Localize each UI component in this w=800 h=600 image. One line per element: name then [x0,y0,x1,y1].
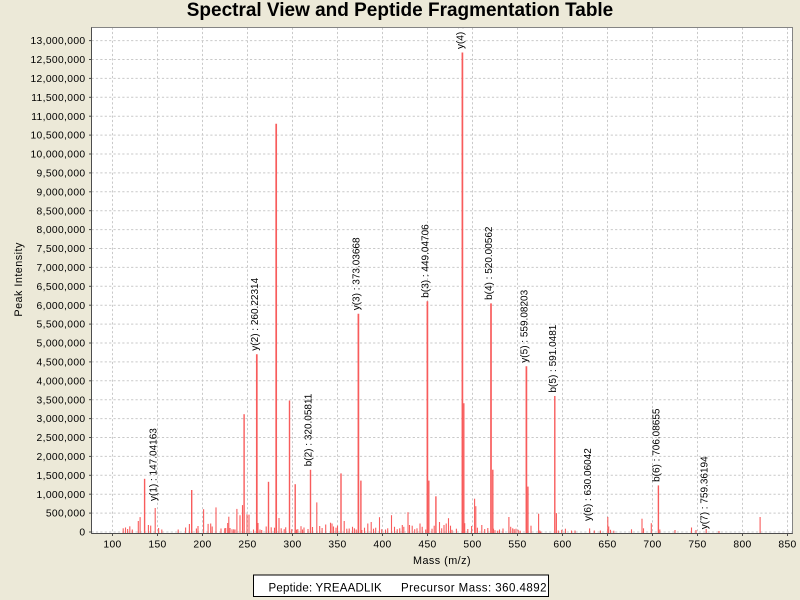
svg-text:b(3) : 449.04706: b(3) : 449.04706 [421,224,432,298]
svg-text:450: 450 [418,540,436,551]
svg-text:350: 350 [328,540,346,551]
svg-text:y(5) : 559.08203: y(5) : 559.08203 [520,289,531,362]
svg-text:Peak Intensity: Peak Intensity [13,242,25,317]
svg-text:750: 750 [688,540,706,551]
svg-text:2,000,000: 2,000,000 [37,452,86,463]
svg-text:Spectral View and Peptide Frag: Spectral View and Peptide Fragmentation … [187,0,614,21]
svg-text:y(4) : 488.21977: y(4) : 488.21977 [456,0,467,49]
svg-text:6,500,000: 6,500,000 [37,282,86,293]
svg-text:5,500,000: 5,500,000 [37,320,86,331]
svg-text:11,500,000: 11,500,000 [31,93,85,104]
svg-text:y(3) : 373.03668: y(3) : 373.03668 [352,237,363,310]
svg-text:4,500,000: 4,500,000 [37,358,86,369]
svg-text:400: 400 [373,540,391,551]
svg-text:250: 250 [238,540,256,551]
svg-text:5,000,000: 5,000,000 [37,339,86,350]
svg-text:850: 850 [778,540,796,551]
svg-text:b(6) : 706.08655: b(6) : 706.08655 [652,408,663,482]
svg-text:150: 150 [148,540,166,551]
svg-text:2,500,000: 2,500,000 [37,433,86,444]
svg-text:10,000,000: 10,000,000 [30,150,85,161]
svg-text:0: 0 [79,528,85,539]
svg-text:y(7) : 759.36194: y(7) : 759.36194 [699,456,710,529]
svg-text:y(1) : 147.04163: y(1) : 147.04163 [148,428,159,501]
svg-text:9,000,000: 9,000,000 [37,187,86,198]
svg-text:650: 650 [598,540,616,551]
svg-text:Mass (m/z): Mass (m/z) [413,555,471,567]
svg-text:500: 500 [463,540,481,551]
svg-text:9,500,000: 9,500,000 [37,169,86,180]
svg-text:13,000,000: 13,000,000 [30,36,85,47]
svg-text:1,500,000: 1,500,000 [37,471,86,482]
svg-text:550: 550 [508,540,526,551]
svg-text:100: 100 [103,540,121,551]
svg-text:700: 700 [643,540,661,551]
svg-text:7,500,000: 7,500,000 [37,244,86,255]
svg-text:8,000,000: 8,000,000 [37,225,86,236]
svg-text:6,000,000: 6,000,000 [37,301,86,312]
svg-text:10,500,000: 10,500,000 [30,131,85,142]
svg-text:7,000,000: 7,000,000 [37,263,86,274]
svg-text:12,500,000: 12,500,000 [30,55,85,66]
svg-text:12,000,000: 12,000,000 [30,74,85,85]
svg-text:y(2) : 260.22314: y(2) : 260.22314 [250,277,261,350]
svg-text:800: 800 [733,540,751,551]
svg-text:1,000,000: 1,000,000 [37,490,86,501]
svg-text:600: 600 [553,540,571,551]
svg-text:y(6) : 630.06042: y(6) : 630.06042 [583,448,594,521]
svg-text:300: 300 [283,540,301,551]
svg-text:500,000: 500,000 [46,509,86,520]
svg-text:3,000,000: 3,000,000 [37,414,86,425]
svg-text:b(2) : 320.05811: b(2) : 320.05811 [304,393,315,466]
svg-text:8,500,000: 8,500,000 [37,206,86,217]
svg-text:3,500,000: 3,500,000 [37,395,86,406]
svg-text:11,000,000: 11,000,000 [31,112,85,123]
svg-text:b(4) : 520.00562: b(4) : 520.00562 [484,226,495,300]
svg-text:200: 200 [193,540,211,551]
svg-text:4,000,000: 4,000,000 [37,376,86,387]
svg-text:b(5) : 591.0481: b(5) : 591.0481 [548,324,559,392]
